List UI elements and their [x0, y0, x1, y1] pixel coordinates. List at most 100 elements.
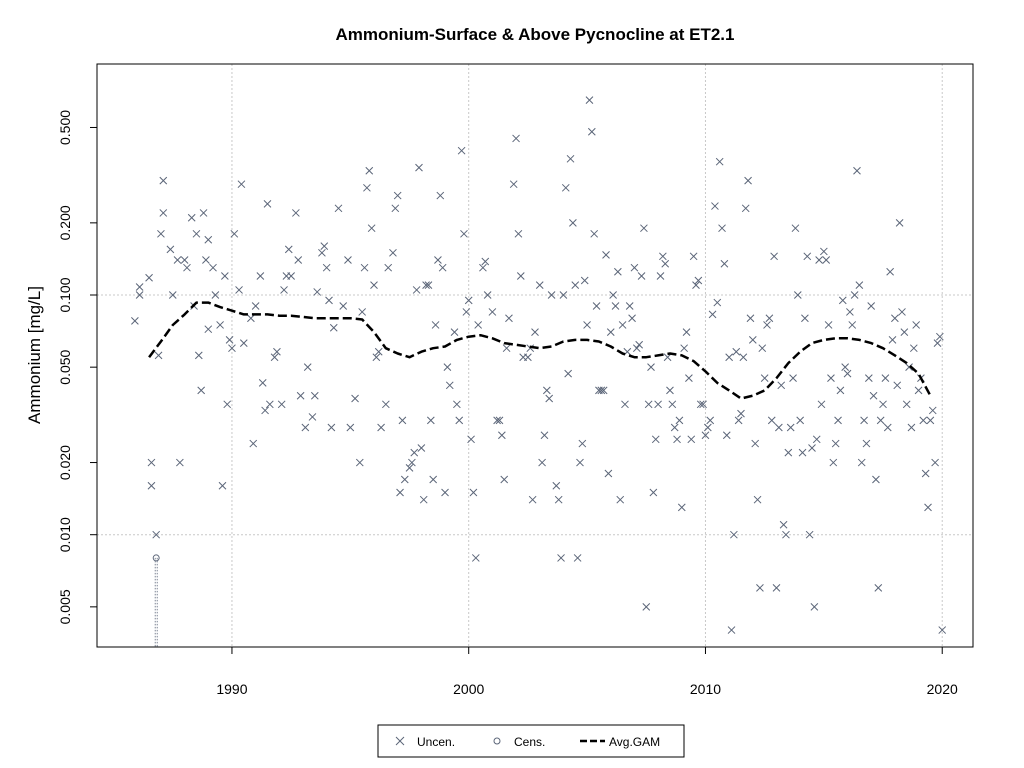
data-point-uncen: [857, 458, 866, 467]
data-point-uncen: [682, 328, 691, 336]
legend-marker-uncen: [395, 736, 405, 746]
data-point-uncen: [640, 224, 648, 233]
data-point-uncen: [524, 353, 532, 362]
data-point-uncen: [344, 256, 352, 264]
data-point-uncen: [928, 406, 937, 415]
data-point-uncen: [770, 252, 778, 261]
data-point-uncen: [907, 423, 916, 432]
legend-label-gam: Avg.GAM: [609, 735, 660, 749]
censored-points: [152, 554, 160, 647]
data-point-uncen: [512, 134, 520, 143]
data-point-uncen: [590, 229, 599, 238]
data-point-uncen: [552, 481, 561, 490]
data-point-uncen: [834, 416, 842, 425]
data-point-uncen: [441, 488, 449, 497]
data-point-uncen: [209, 263, 217, 272]
data-point-uncen: [469, 488, 478, 497]
data-point-uncen: [855, 281, 864, 289]
gam-curve: [148, 301, 932, 400]
data-point-uncen: [564, 369, 572, 378]
data-point-uncen: [218, 481, 227, 490]
data-point-uncen: [247, 314, 255, 323]
gam-line: [148, 301, 932, 400]
data-point-uncen: [415, 163, 423, 172]
data-point-uncen: [261, 406, 269, 415]
data-point-uncen: [325, 296, 333, 305]
data-point-uncen: [585, 96, 594, 105]
data-point-uncen: [445, 381, 454, 390]
data-point-uncen: [457, 146, 466, 155]
data-point-uncen: [346, 423, 355, 432]
data-point-uncen: [862, 439, 871, 448]
data-point-uncen: [308, 413, 317, 421]
data-point-uncen: [488, 308, 497, 316]
legend-label-uncen: Uncen.: [417, 735, 455, 749]
data-point-uncen: [251, 302, 260, 310]
data-point-uncen: [202, 256, 210, 264]
y-tick-label: 0.500: [57, 110, 73, 145]
data-point-uncen: [561, 183, 570, 192]
data-point-uncen: [926, 416, 935, 425]
data-point-uncen: [273, 347, 281, 356]
x-axis: 1990 2000 2010 2020: [216, 647, 958, 697]
data-point-uncen: [898, 308, 906, 316]
data-point-uncen: [481, 257, 490, 266]
data-point-uncen: [417, 444, 426, 452]
data-point-uncen: [424, 281, 433, 289]
data-point-uncen: [187, 213, 196, 222]
data-point-uncen: [784, 448, 793, 457]
data-point-uncen: [292, 209, 300, 217]
data-point-uncen: [223, 400, 232, 409]
data-point-uncen: [284, 245, 293, 254]
data-point-uncen: [630, 263, 639, 272]
data-point-uncen: [438, 263, 447, 272]
data-point-uncen: [891, 314, 899, 323]
x-tick-label: 1990: [216, 681, 247, 697]
data-point-uncen: [931, 458, 939, 467]
data-point-uncen: [895, 219, 904, 227]
data-point-uncen: [711, 202, 719, 210]
data-point-uncen: [429, 475, 438, 484]
data-point-uncen: [661, 259, 670, 268]
data-point-uncen: [554, 495, 563, 504]
data-point-uncen: [412, 286, 421, 294]
data-point-uncen: [419, 495, 428, 504]
data-point-uncen: [888, 335, 897, 344]
data-point-uncen: [881, 374, 890, 382]
data-point-uncen: [400, 475, 409, 484]
data-point-uncen: [675, 416, 684, 425]
data-point-uncen: [157, 229, 165, 238]
data-point-uncen: [592, 302, 601, 310]
data-point-uncen: [796, 416, 805, 425]
data-point-uncen: [384, 263, 393, 272]
data-point-uncen: [363, 183, 371, 192]
legend: Uncen. Cens. Avg.GAM: [377, 724, 685, 758]
data-point-uncen: [147, 481, 156, 490]
data-point-uncen: [732, 347, 741, 356]
data-point-uncen: [287, 272, 295, 280]
data-point-uncen: [753, 495, 762, 504]
data-point-uncen: [703, 423, 712, 432]
data-point-uncen: [455, 416, 464, 425]
data-point-uncen: [602, 251, 610, 259]
data-point-uncen: [453, 400, 461, 409]
data-point-uncen: [841, 363, 850, 372]
y-tick-label: 0.050: [57, 349, 73, 384]
data-point-uncen: [436, 191, 445, 200]
data-point-uncen: [616, 495, 625, 504]
data-point-uncen: [526, 344, 535, 353]
data-point-uncen: [597, 386, 606, 395]
data-point-uncen: [838, 296, 847, 305]
data-point-uncen: [547, 291, 556, 299]
data-point-uncen: [228, 344, 236, 353]
data-point-uncen: [829, 458, 838, 467]
data-point-uncen: [642, 603, 651, 611]
data-point-uncen: [739, 353, 748, 362]
data-point-uncen: [635, 340, 644, 349]
data-point-uncen: [763, 321, 771, 329]
data-point-uncen: [694, 276, 703, 285]
data-point-uncen: [725, 353, 733, 362]
data-point-uncen: [647, 363, 655, 372]
data-point-uncen: [663, 353, 672, 362]
data-point-uncen: [322, 263, 331, 272]
